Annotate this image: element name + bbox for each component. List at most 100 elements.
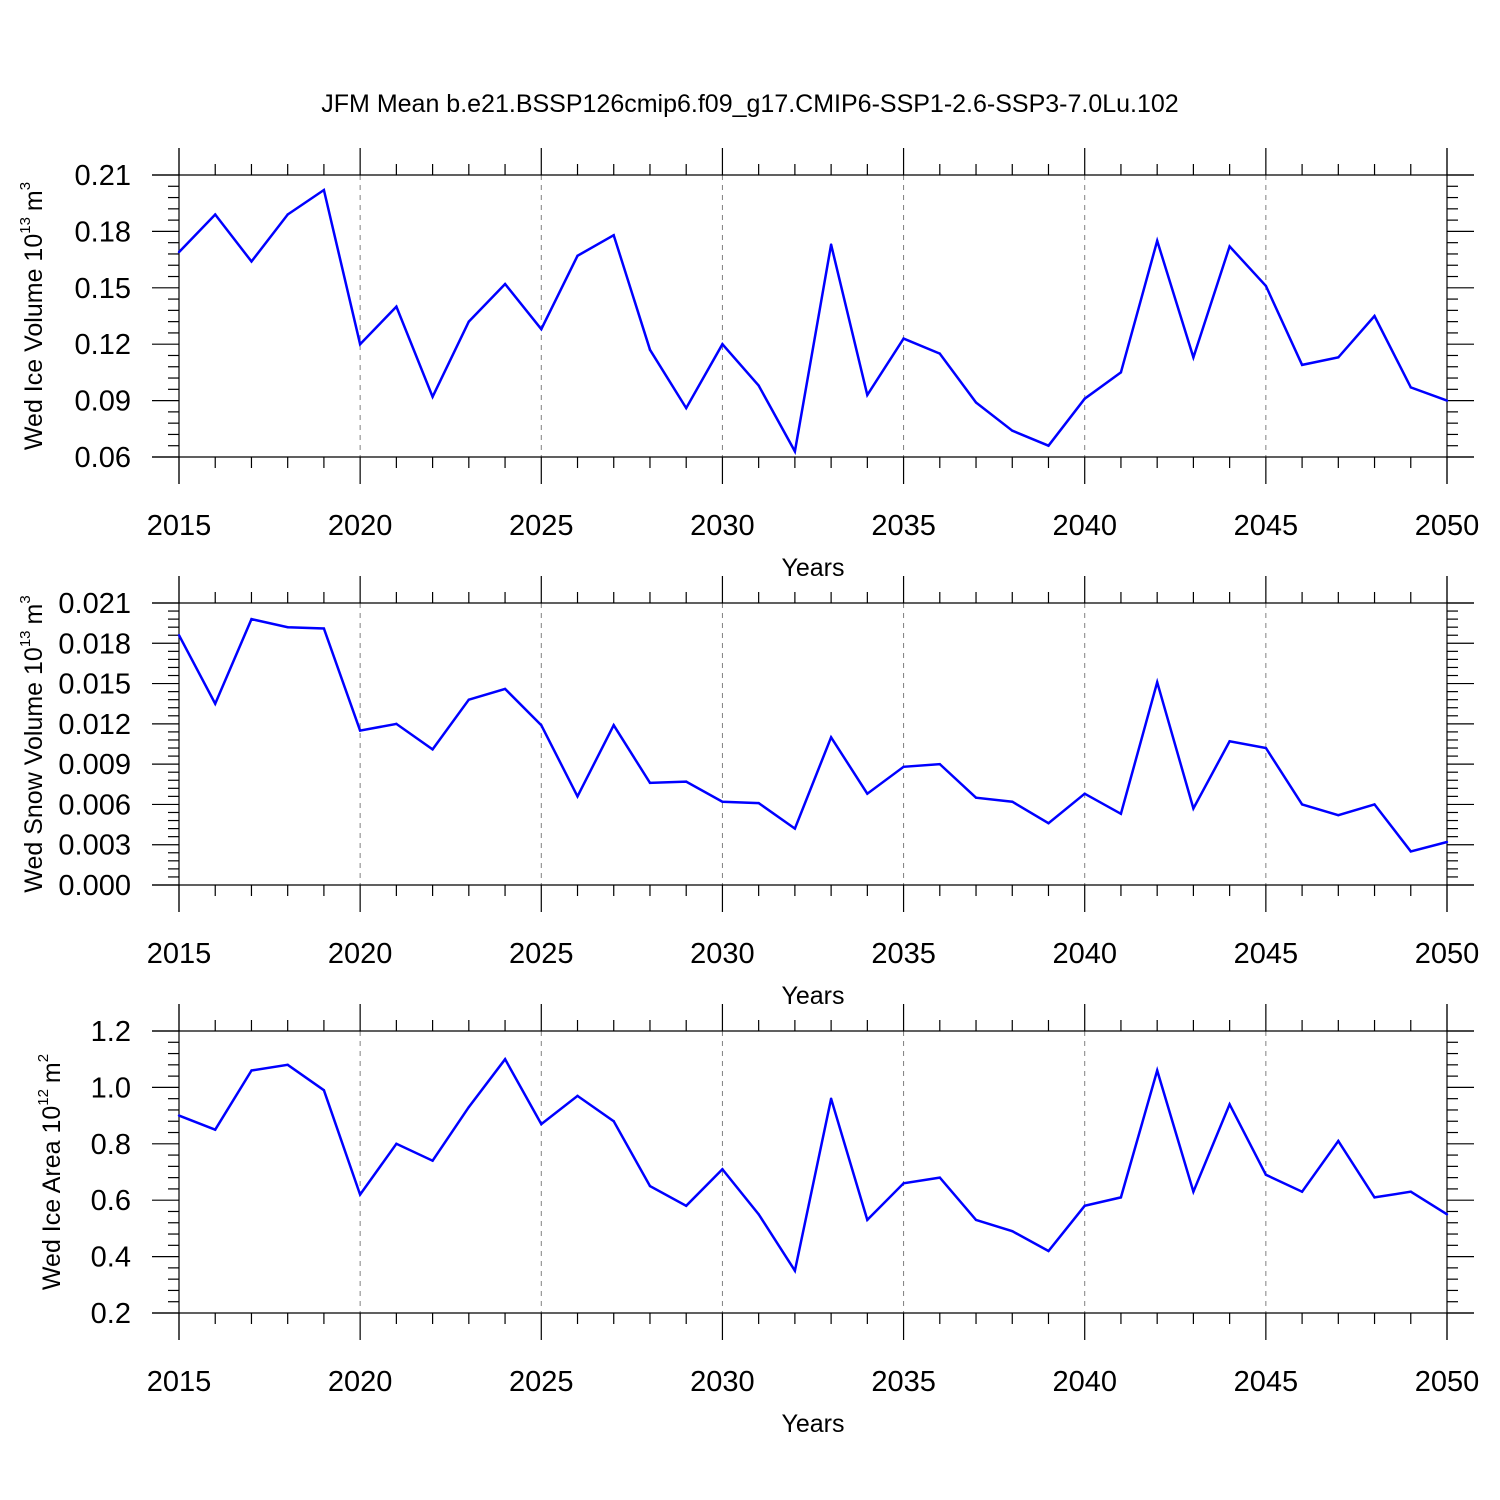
data-point-ice-volume-2038: [1011, 429, 1014, 432]
data-point-ice-volume-2043: [1192, 356, 1195, 359]
data-point-snow-volume-2046: [1300, 803, 1304, 806]
data-point-ice-area-2029: [685, 1204, 688, 1208]
data-point-snow-volume-2044: [1228, 740, 1231, 743]
data-point-snow-volume-2034: [866, 792, 869, 795]
y-label-exponent: 13: [17, 630, 34, 647]
data-point-snow-volume-2031: [757, 801, 760, 805]
y-label-exponent: 13: [17, 217, 34, 234]
y-tick-label-ice-volume-4: 0.18: [75, 216, 131, 248]
data-point-ice-area-2037: [974, 1218, 978, 1222]
x-tick-label-ice-area-0: 2015: [147, 1366, 212, 1398]
data-point-ice-area-2039: [1047, 1249, 1050, 1253]
data-point-ice-volume-2050: [1445, 399, 1449, 402]
y-label-unit: m: [20, 604, 48, 625]
x-tick-label-ice-area-1: 2020: [328, 1366, 393, 1398]
y-axis-label-snow-volume: Wed Snow Volume 1013 m3: [17, 595, 48, 892]
data-point-snow-volume-2035: [902, 765, 905, 769]
x-tick-label-snow-volume-2: 2025: [509, 938, 574, 970]
data-point-ice-volume-2020: [358, 343, 362, 346]
y-label-main: Wed Ice Area 10: [38, 1106, 66, 1290]
data-point-ice-volume-2022: [431, 395, 434, 399]
x-tick-label-snow-volume-3: 2030: [690, 938, 755, 970]
y-tick-label-ice-area-4: 1.0: [91, 1072, 131, 1104]
y-tick-label-ice-volume-1: 0.09: [75, 386, 131, 418]
y-axis-label-ice-area: Wed Ice Area 1012 m2: [35, 1054, 66, 1290]
data-point-snow-volume-2043: [1192, 807, 1195, 810]
data-point-ice-area-2024: [503, 1058, 507, 1061]
data-point-ice-volume-2017: [250, 260, 253, 263]
data-point-ice-area-2033: [829, 1097, 833, 1100]
data-point-snow-volume-2016: [214, 702, 217, 705]
data-point-snow-volume-2040: [1083, 792, 1086, 795]
data-point-ice-area-2021: [395, 1142, 398, 1146]
x-tick-label-ice-area-6: 2045: [1234, 1366, 1299, 1398]
y-tick-label-snow-volume-3: 0.009: [58, 749, 131, 781]
x-tick-label-ice-volume-4: 2035: [871, 510, 936, 542]
data-point-ice-area-2020: [358, 1193, 362, 1196]
data-point-ice-volume-2035: [902, 337, 905, 340]
data-point-ice-area-2044: [1228, 1103, 1231, 1106]
data-point-ice-volume-2044: [1228, 245, 1231, 248]
x-tick-label-ice-volume-5: 2040: [1052, 510, 1117, 542]
data-point-ice-volume-2027: [612, 233, 615, 237]
x-tick-label-snow-volume-0: 2015: [147, 938, 212, 970]
data-point-ice-volume-2048: [1373, 314, 1376, 318]
panels: 2015 2020 2025 2030 2035 2040 2045 2050 0.06 0.09…: [17, 148, 1479, 1438]
panel-ice-area: 2015 2020 2025 2030 2035 2040 2045 2050 0.2 0.4 0.…: [35, 1004, 1479, 1438]
x-tick-label-ice-volume-3: 2030: [690, 510, 755, 542]
data-point-ice-area-2031: [757, 1213, 760, 1216]
data-point-snow-volume-2022: [431, 748, 434, 751]
data-point-ice-area-2047: [1337, 1139, 1340, 1143]
data-point-snow-volume-2036: [938, 762, 941, 766]
data-point-snow-volume-2018: [286, 625, 289, 629]
data-point-ice-volume-2042: [1155, 239, 1159, 242]
data-point-snow-volume-2045: [1264, 746, 1268, 750]
x-tick-label-snow-volume-5: 2040: [1052, 938, 1117, 970]
y-tick-label-ice-area-0: 0.2: [91, 1298, 131, 1330]
data-point-ice-area-2042: [1155, 1069, 1159, 1072]
data-point-ice-volume-2025: [540, 327, 543, 331]
data-point-ice-area-2032: [793, 1269, 797, 1272]
data-point-snow-volume-2050: [1445, 840, 1449, 844]
data-point-ice-area-2046: [1300, 1190, 1304, 1193]
x-tick-label-snow-volume-4: 2035: [871, 938, 936, 970]
data-point-ice-volume-2030: [721, 343, 724, 346]
y-label-main: Wed Snow Volume 10: [20, 647, 48, 893]
data-point-ice-volume-2036: [938, 352, 941, 355]
data-point-snow-volume-2029: [685, 780, 688, 783]
data-point-ice-area-2036: [938, 1176, 941, 1179]
data-point-ice-volume-2049: [1409, 386, 1412, 389]
data-point-snow-volume-2023: [467, 698, 471, 701]
y-tick-label-snow-volume-0: 0.000: [58, 870, 131, 902]
y-tick-label-ice-area-1: 0.4: [91, 1242, 131, 1274]
data-point-ice-area-2019: [322, 1089, 326, 1092]
data-point-snow-volume-2042: [1155, 681, 1159, 684]
data-point-snow-volume-2019: [322, 627, 326, 630]
data-point-ice-area-2038: [1011, 1230, 1014, 1233]
data-point-ice-area-2023: [467, 1105, 471, 1109]
data-point-ice-area-2049: [1409, 1190, 1412, 1193]
data-point-ice-area-2015: [177, 1114, 181, 1117]
data-point-ice-area-2018: [286, 1063, 289, 1067]
x-tick-label-ice-area-7: 2050: [1415, 1366, 1480, 1398]
y-label-main: Wed Ice Volume 10: [20, 234, 48, 450]
series-line-snow-volume: [177, 617, 1448, 853]
data-point-snow-volume-2032: [793, 827, 797, 830]
data-point-ice-volume-2021: [395, 305, 398, 308]
x-tick-label-ice-area-5: 2040: [1052, 1366, 1117, 1398]
y-label-unit: m: [38, 1062, 66, 1083]
x-tick-label-snow-volume-6: 2045: [1234, 938, 1299, 970]
data-point-ice-volume-2026: [576, 254, 579, 258]
x-tick-label-ice-volume-7: 2050: [1415, 510, 1480, 542]
x-tick-label-snow-volume-7: 2050: [1415, 938, 1480, 970]
y-label-unit-exponent: 3: [17, 182, 34, 190]
x-tick-label-snow-volume-1: 2020: [328, 938, 393, 970]
data-point-ice-area-2035: [902, 1182, 905, 1185]
data-point-ice-volume-2045: [1264, 284, 1268, 288]
x-tick-label-ice-volume-6: 2045: [1234, 510, 1299, 542]
y-label-exponent: 12: [35, 1089, 52, 1106]
data-point-snow-volume-2017: [250, 617, 253, 621]
figure-title: JFM Mean b.e21.BSSP126cmip6.f09_g17.CMIP…: [321, 90, 1178, 118]
x-axis-label-ice-area: Years: [781, 1410, 844, 1438]
